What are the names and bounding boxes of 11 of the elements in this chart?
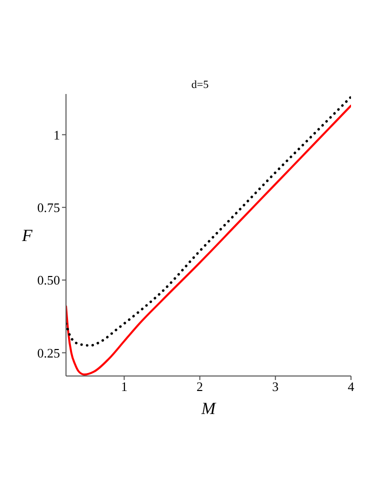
chart-title: d=5 [191, 79, 210, 91]
x-tick-label: 2 [196, 379, 204, 394]
x-axis-title: M [200, 399, 216, 418]
y-axis-title: F [21, 226, 33, 246]
x-tick-label: 4 [348, 379, 355, 394]
x-tick-label: 1 [120, 379, 128, 394]
y-tick-label: 0.75 [37, 200, 60, 215]
x-tick-label: 3 [272, 379, 279, 394]
y-tick-label: 0.25 [37, 345, 60, 360]
y-tick-label: 0.50 [37, 272, 60, 288]
y-tick-label: 1 [54, 127, 60, 142]
